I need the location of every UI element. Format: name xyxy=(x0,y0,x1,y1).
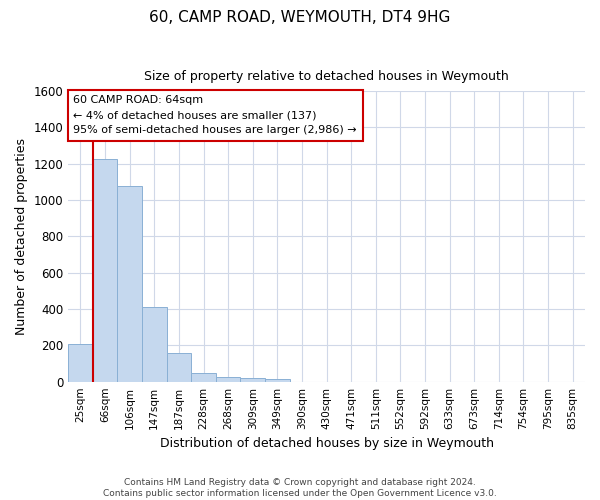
Title: Size of property relative to detached houses in Weymouth: Size of property relative to detached ho… xyxy=(144,70,509,83)
Bar xyxy=(142,307,167,382)
Bar xyxy=(216,377,241,382)
Bar xyxy=(191,372,216,382)
Y-axis label: Number of detached properties: Number of detached properties xyxy=(15,138,28,335)
Bar xyxy=(118,186,142,382)
Bar xyxy=(265,378,290,382)
Bar xyxy=(68,344,93,382)
Text: Contains HM Land Registry data © Crown copyright and database right 2024.
Contai: Contains HM Land Registry data © Crown c… xyxy=(103,478,497,498)
X-axis label: Distribution of detached houses by size in Weymouth: Distribution of detached houses by size … xyxy=(160,437,494,450)
Bar xyxy=(241,378,265,382)
Bar xyxy=(93,159,118,382)
Text: 60, CAMP ROAD, WEYMOUTH, DT4 9HG: 60, CAMP ROAD, WEYMOUTH, DT4 9HG xyxy=(149,10,451,25)
Text: 60 CAMP ROAD: 64sqm
← 4% of detached houses are smaller (137)
95% of semi-detach: 60 CAMP ROAD: 64sqm ← 4% of detached hou… xyxy=(73,96,357,135)
Bar xyxy=(167,352,191,382)
